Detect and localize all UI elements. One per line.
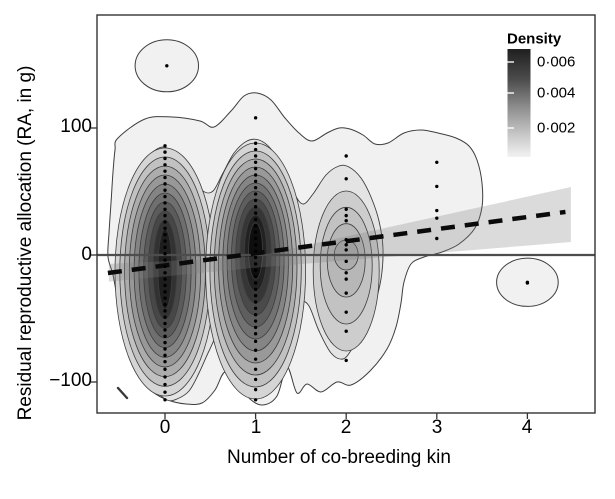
y-tick-label-0: 0: [81, 244, 92, 265]
y-tick-label-100: 100: [60, 116, 92, 137]
x-tick-label-4: 4: [521, 417, 533, 438]
x-tick-label-3: 3: [431, 417, 443, 438]
legend-tick-label-002: 0·002: [537, 119, 576, 137]
legend-tick-label-006: 0·006: [537, 53, 576, 71]
x-tick-label-0: 0: [159, 417, 171, 438]
legend-tick-label-004: 0·004: [537, 84, 576, 102]
y-axis-title: Residual reproductive allocation (RA, in…: [15, 65, 36, 421]
y-tick-label-neg100: −100: [49, 370, 92, 391]
legend-title: Density: [507, 30, 562, 48]
x-tick-label-2: 2: [340, 417, 352, 438]
x-tick-label-1: 1: [250, 417, 262, 438]
x-axis-title: Number of co-breeding kin: [227, 447, 451, 468]
